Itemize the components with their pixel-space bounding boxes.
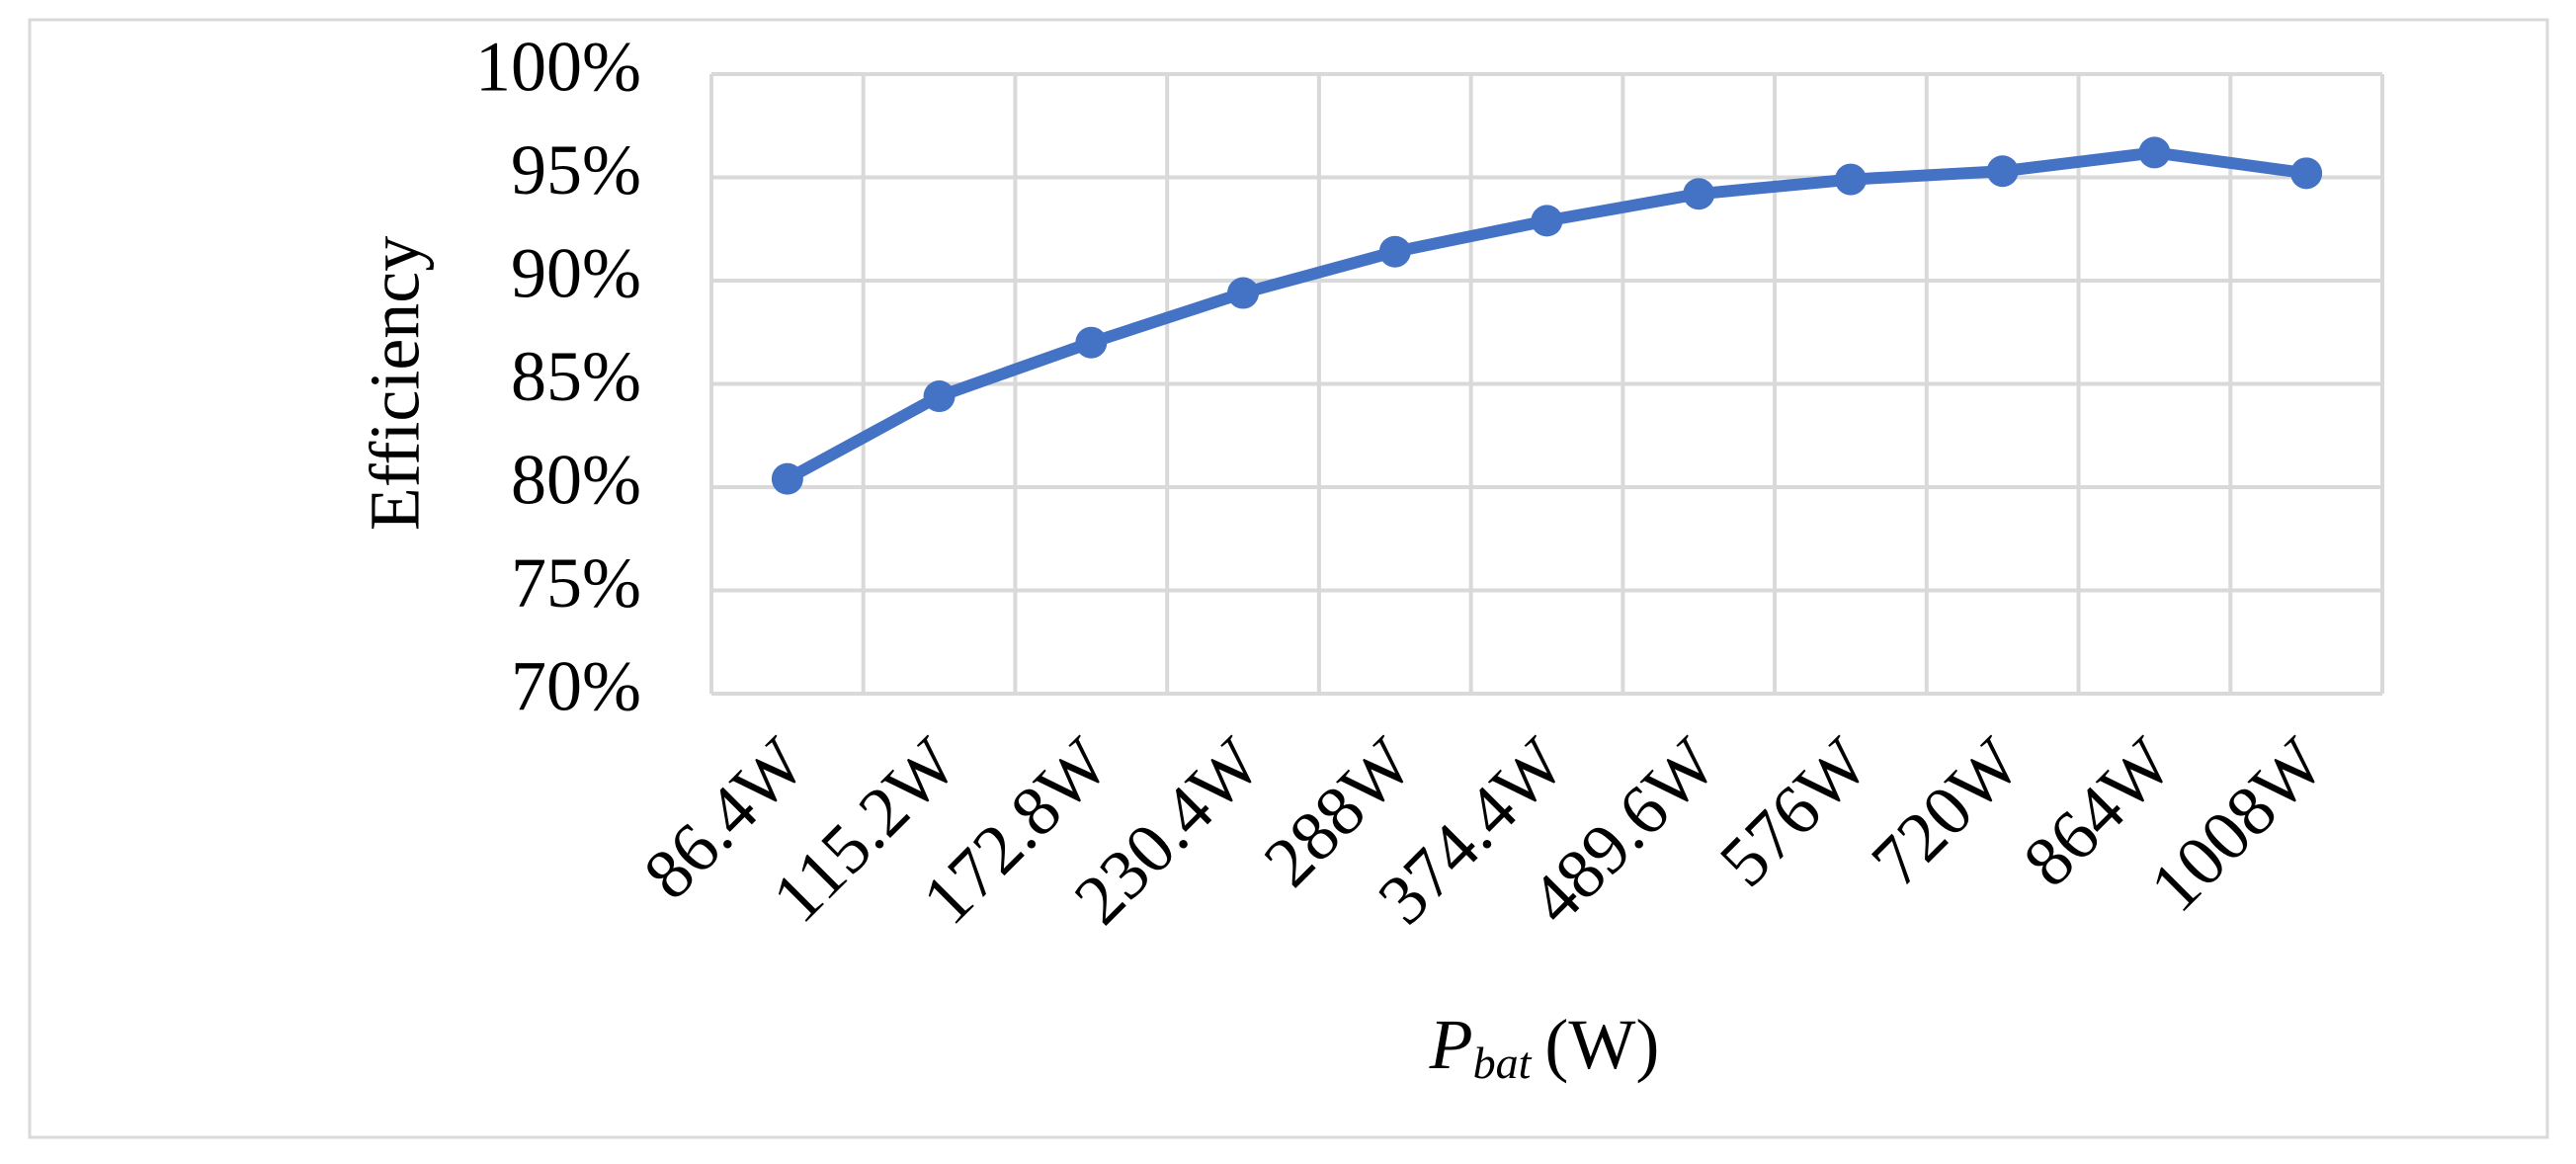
data-point — [1683, 178, 1715, 210]
y-axis-title: Efficiency — [356, 236, 435, 532]
x-axis-subscript: bat — [1473, 1038, 1533, 1088]
y-tick-label: 80% — [511, 441, 641, 520]
data-point — [1075, 326, 1108, 359]
data-point — [923, 380, 956, 413]
data-point — [1227, 277, 1260, 309]
data-point — [2290, 157, 2323, 190]
x-axis-symbol: P — [1429, 1005, 1473, 1084]
y-tick-label: 70% — [511, 647, 641, 726]
y-tick-label: 90% — [511, 234, 641, 313]
data-point — [2138, 136, 2171, 169]
data-point — [1378, 235, 1411, 268]
y-tick-label: 75% — [511, 543, 641, 623]
y-tick-label: 100% — [475, 28, 641, 107]
data-point — [771, 462, 803, 495]
y-tick-label: 85% — [511, 337, 641, 416]
y-tick-label: 95% — [511, 130, 641, 209]
x-axis-title: Pbat (W) — [1429, 1005, 1660, 1088]
data-point — [1986, 155, 2019, 188]
data-point — [1531, 205, 1563, 237]
chart-border — [28, 18, 2549, 1139]
data-point — [1834, 163, 1867, 196]
x-axis-unit: (W) — [1544, 1005, 1659, 1084]
